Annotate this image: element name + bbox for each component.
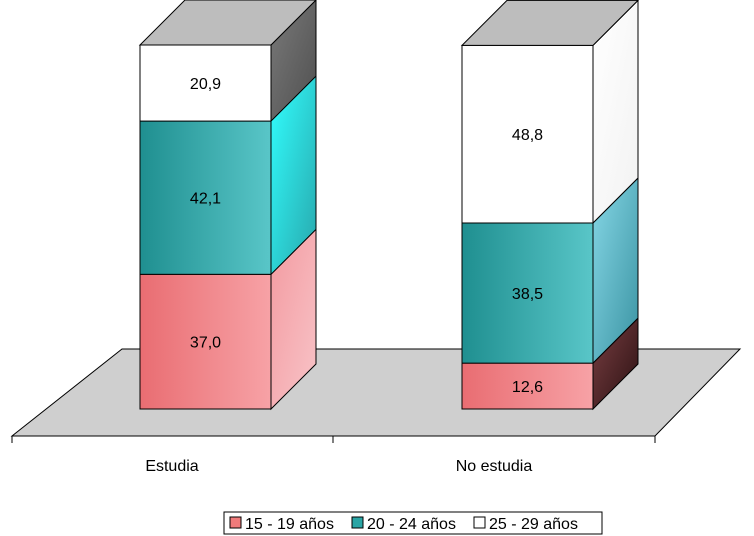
data-label: 20,9 [190, 76, 221, 93]
legend: 15 - 19 años 20 - 24 años 25 - 29 años [223, 511, 603, 535]
bar-segment [139, 44, 272, 122]
legend-swatch [229, 516, 242, 529]
bar-top-face [138, 0, 317, 46]
legend-label: 20 - 24 años [367, 516, 456, 533]
data-label: 42,1 [190, 191, 221, 208]
category-label: Estudia [145, 458, 198, 475]
category-label: No estudia [456, 458, 533, 475]
category-labels: Estudia No estudia [145, 458, 532, 475]
x-axis [11, 436, 656, 443]
legend-label: 15 - 19 años [245, 516, 334, 533]
bar-segment [139, 120, 272, 275]
bar-stack-no-estudia: 12,6 38,5 48,8 [460, 0, 640, 411]
data-label: 12,6 [512, 379, 543, 396]
data-label: 48,8 [512, 127, 543, 144]
legend-swatch [351, 516, 364, 529]
data-label: 38,5 [512, 286, 543, 303]
legend-label: 25 - 29 años [489, 516, 578, 533]
bar-stack-estudia: 37,0 42,1 20,9 [138, 0, 317, 411]
bar-segment [461, 44, 594, 224]
legend-box [223, 511, 603, 535]
data-label: 37,0 [190, 335, 221, 352]
bar-segment [139, 273, 272, 410]
bar-top-face [460, 0, 640, 46]
bar-segment [461, 362, 594, 410]
bars: 37,0 42,1 20,9 12,6 38,5 48,8 [138, 0, 640, 411]
legend-swatch [473, 516, 486, 529]
bar-segment [461, 222, 594, 364]
